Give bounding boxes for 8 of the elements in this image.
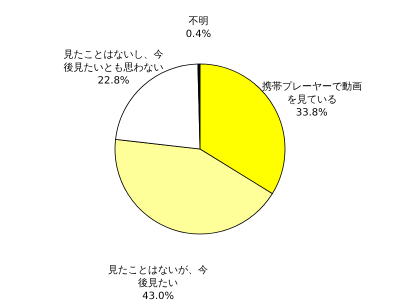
slice-label: 携帯プレーヤーで動画を見ている <box>262 80 362 106</box>
data-label: 0.4% <box>186 29 212 40</box>
data-label: 43.0% <box>142 290 174 300</box>
slice-label: 見たことはないが、今後見たい <box>108 264 208 289</box>
data-label: 22.8% <box>98 76 130 87</box>
data-label: 33.8% <box>296 108 328 119</box>
slice-label: 見たことはないし、今後見たいとも思わない <box>64 48 164 74</box>
slice-label: 不明 <box>188 16 208 28</box>
